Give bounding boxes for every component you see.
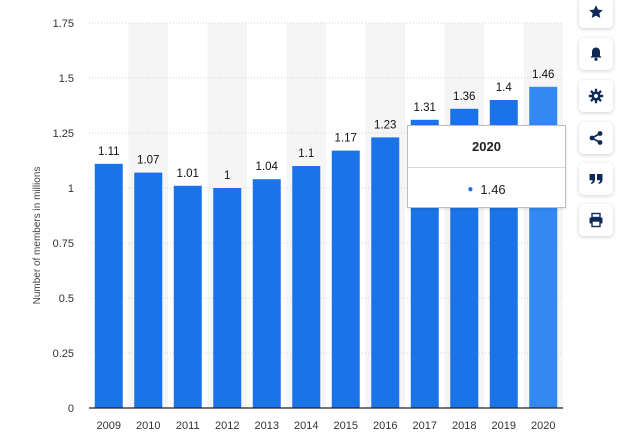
y-tick-label: 1.75: [53, 18, 74, 30]
data-label: 1.11: [98, 146, 120, 158]
bar: [371, 137, 400, 408]
data-label: 1: [224, 170, 230, 182]
x-tick-label: 2019: [492, 420, 516, 432]
settings-button[interactable]: [579, 80, 613, 112]
bar: [173, 185, 202, 408]
data-label: 1.31: [414, 102, 436, 114]
data-label: 1.1: [298, 148, 314, 160]
print-button[interactable]: [579, 204, 613, 236]
tooltip-title: 2020: [408, 126, 565, 168]
data-label: 1.23: [374, 119, 396, 131]
y-tick-label: 1.5: [59, 73, 74, 85]
cite-button[interactable]: [579, 163, 613, 195]
bell-icon: [590, 47, 602, 61]
tooltip: 2020 ● 1.46: [407, 125, 566, 208]
x-tick-label: 2015: [334, 420, 358, 432]
y-tick-label: 0.75: [53, 238, 74, 250]
print-icon: [589, 212, 603, 228]
x-tick-label: 2016: [373, 420, 397, 432]
bar: [252, 179, 281, 408]
x-tick-label: 2018: [452, 420, 476, 432]
share-button[interactable]: [579, 122, 613, 154]
notification-button[interactable]: [579, 38, 613, 70]
y-tick-label: 1: [68, 183, 74, 195]
data-label: 1.01: [177, 168, 199, 180]
data-label: 1.17: [335, 133, 357, 145]
quote-icon: [589, 174, 603, 184]
data-label: 1.46: [532, 69, 554, 81]
y-axis-title: Number of members in millions: [32, 167, 43, 305]
data-label: 1.04: [256, 161, 279, 173]
y-tick-label: 1.25: [53, 128, 74, 140]
gear-icon: [588, 88, 604, 104]
x-tick-label: 2017: [413, 420, 437, 432]
bar: [292, 166, 321, 408]
y-tick-label: 0: [68, 403, 74, 415]
x-tick-label: 2012: [215, 420, 239, 432]
favorite-button[interactable]: [579, 0, 613, 28]
bar: [213, 188, 242, 408]
data-label: 1.36: [453, 91, 475, 103]
data-label: 1.4: [496, 82, 513, 94]
x-tick-label: 2011: [176, 420, 200, 432]
data-label: 1.07: [137, 155, 159, 167]
star-icon: [589, 5, 603, 18]
share-icon: [589, 131, 603, 145]
x-tick-label: 2010: [136, 420, 160, 432]
x-tick-label: 2013: [255, 420, 279, 432]
tooltip-value: 1.46: [480, 181, 506, 197]
bar: [331, 150, 360, 408]
y-tick-label: 0.25: [53, 348, 74, 360]
bar: [134, 172, 163, 408]
x-tick-label: 2014: [294, 420, 318, 432]
tooltip-series-dot-icon: ●: [467, 183, 474, 195]
x-tick-label: 2020: [531, 420, 555, 432]
y-tick-label: 0.5: [59, 293, 74, 305]
x-tick-label: 2009: [97, 420, 121, 432]
bar: [94, 163, 123, 408]
tooltip-row: ● 1.46: [408, 169, 565, 209]
